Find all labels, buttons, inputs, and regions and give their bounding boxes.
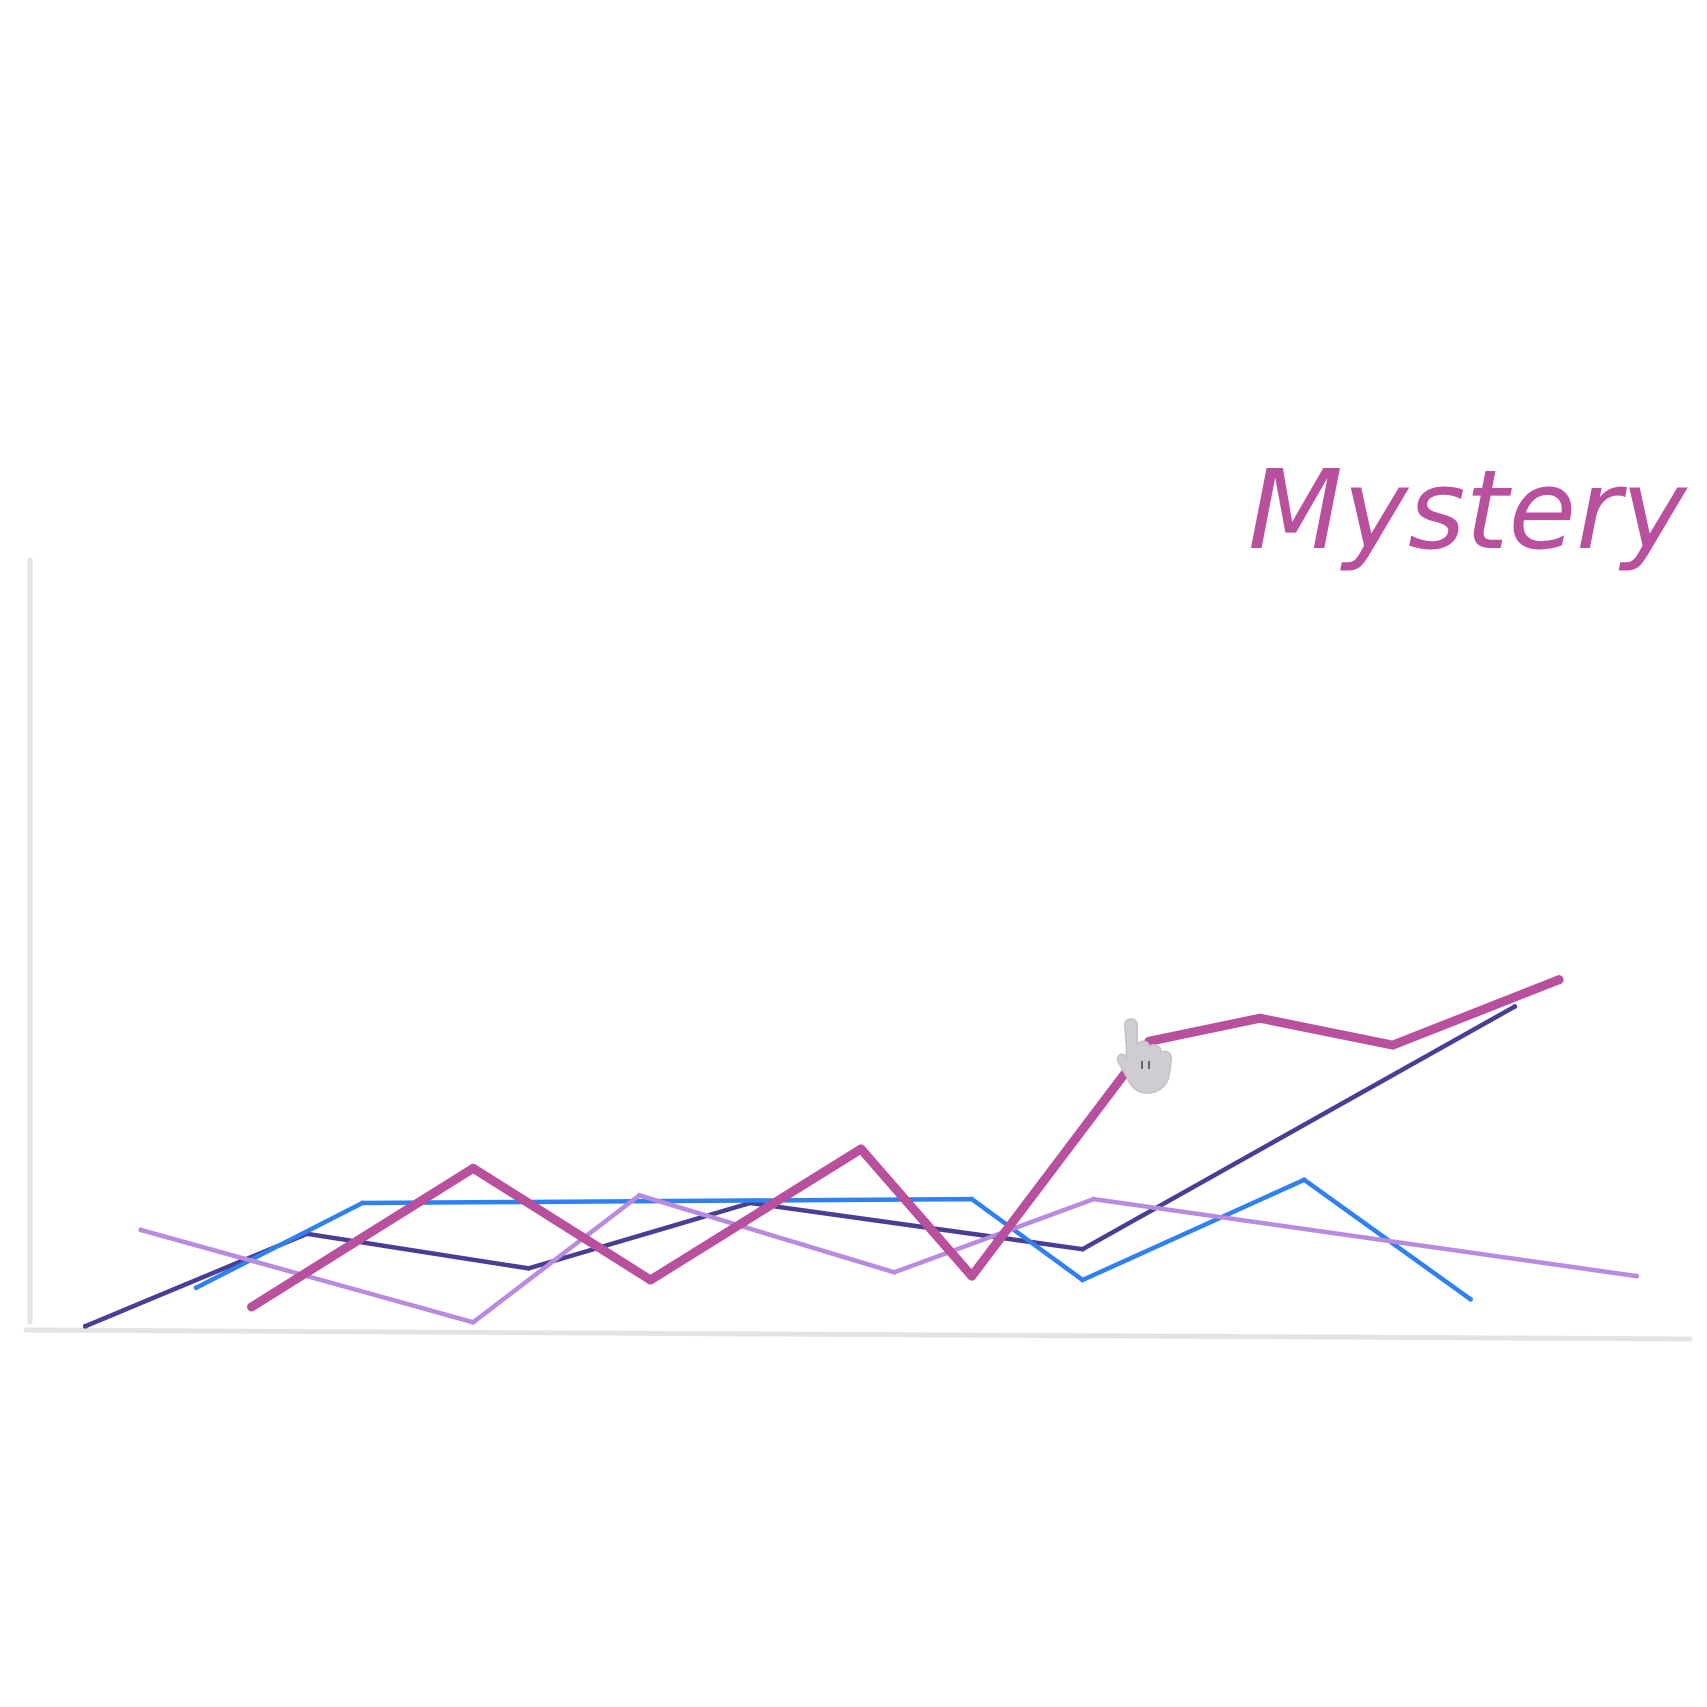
series-2-point-1	[193, 1285, 199, 1291]
x-axis	[23, 1327, 1693, 1342]
hand-pointer-icon	[1116, 1018, 1173, 1095]
series-4-point-3	[646, 1275, 655, 1285]
series-4-point-2	[468, 1163, 478, 1173]
series-2-point-6	[1467, 1296, 1473, 1302]
series-1-point-3	[526, 1265, 532, 1271]
series-3-point-5	[1091, 1196, 1097, 1202]
chart-title: Mystery	[1248, 446, 1688, 574]
series-3-point-6	[1634, 1273, 1640, 1279]
series-3-point-1	[138, 1227, 144, 1233]
series-4-point-1	[247, 1302, 257, 1312]
series-4-point-4	[856, 1144, 866, 1154]
series-1-point-6	[1512, 1004, 1518, 1010]
series-4-point-9	[1554, 975, 1564, 985]
series-3-point-3	[636, 1192, 642, 1198]
series-2-point-3	[969, 1196, 975, 1202]
series-layer	[82, 975, 1640, 1329]
series-line-3	[138, 1193, 1639, 1325]
series-4-point-5	[967, 1271, 977, 1281]
series-4-point-8	[1388, 1040, 1398, 1050]
series-4-point-7	[1255, 1013, 1265, 1023]
series-line-2	[193, 1177, 1473, 1302]
series-3-point-4	[891, 1269, 897, 1275]
series-1-point-1	[82, 1323, 88, 1329]
axes	[23, 557, 1693, 1342]
series-2-point-2	[359, 1200, 365, 1206]
series-3-point-2	[470, 1319, 476, 1325]
series-2-point-5	[1301, 1177, 1307, 1183]
series-2-point-4	[1080, 1277, 1086, 1283]
series-1-point-5	[1080, 1246, 1086, 1252]
